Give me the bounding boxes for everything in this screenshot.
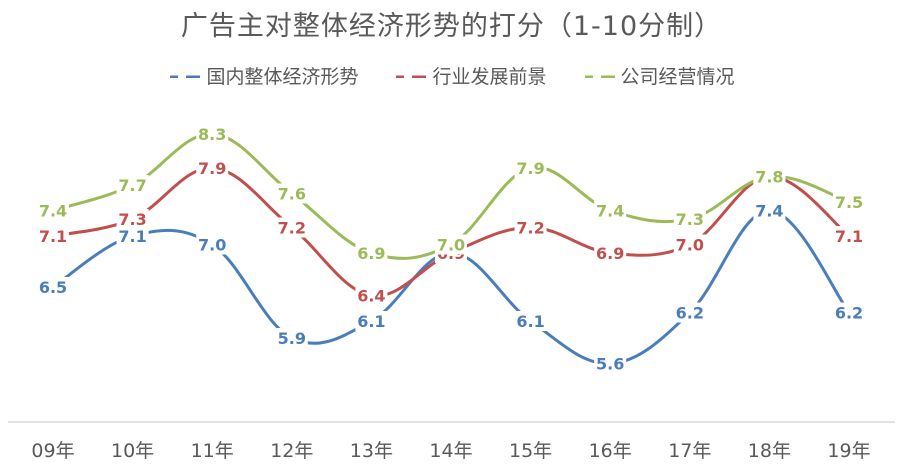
legend: 国内整体经济形势 行业发展前景 公司经营情况 bbox=[0, 62, 903, 89]
data-label: 5.6 bbox=[596, 355, 624, 374]
data-label: 7.2 bbox=[278, 219, 306, 238]
data-label-background bbox=[514, 311, 547, 331]
legend-swatch-red-icon bbox=[396, 75, 427, 78]
x-axis-tick-label: 19年 bbox=[827, 440, 870, 462]
x-axis-tick-label: 17年 bbox=[668, 440, 711, 462]
legend-item-industry-outlook: 行业发展前景 bbox=[394, 62, 547, 89]
legend-item-company-operations: 公司经营情况 bbox=[583, 62, 735, 89]
data-label-background bbox=[275, 217, 308, 238]
legend-swatch-blue-icon bbox=[170, 75, 201, 78]
x-axis-tick-label: 13年 bbox=[350, 440, 393, 462]
data-label: 6.1 bbox=[516, 312, 544, 331]
x-axis-tick-label: 18年 bbox=[748, 440, 791, 462]
legend-label: 行业发展前景 bbox=[432, 66, 547, 88]
data-label-background bbox=[673, 209, 706, 229]
data-label: 7.7 bbox=[118, 176, 146, 195]
data-label: 5.9 bbox=[278, 329, 306, 348]
data-label-background bbox=[116, 226, 149, 246]
data-label: 7.9 bbox=[516, 159, 544, 178]
data-label: 7.5 bbox=[835, 193, 863, 212]
data-label-background bbox=[116, 209, 149, 229]
data-label-background bbox=[275, 183, 308, 204]
data-label-background bbox=[753, 166, 786, 187]
data-label: 7.9 bbox=[198, 159, 226, 178]
data-label: 7.3 bbox=[118, 210, 146, 229]
data-label: 7.1 bbox=[118, 227, 146, 246]
data-label-background bbox=[37, 277, 69, 297]
data-label-background bbox=[594, 353, 627, 374]
x-axis-tick-label: 10年 bbox=[111, 440, 154, 462]
data-label-background bbox=[753, 200, 786, 221]
x-axis-tick-label: 15年 bbox=[509, 440, 552, 462]
legend-label: 公司经营情况 bbox=[620, 66, 735, 88]
legend-item-domestic-economy: 国内整体经济形势 bbox=[168, 62, 358, 89]
x-axis-tick-label: 12年 bbox=[270, 440, 313, 462]
data-label: 7.1 bbox=[835, 227, 863, 246]
data-label-background bbox=[355, 243, 388, 263]
data-label-background bbox=[355, 311, 388, 331]
data-label-background bbox=[355, 285, 388, 306]
chart-title: 广告主对整体经济形势的打分（1-10分制） bbox=[180, 11, 723, 42]
data-label: 6.2 bbox=[676, 304, 704, 323]
data-label: 6.2 bbox=[835, 304, 863, 323]
data-label-background bbox=[594, 200, 627, 221]
data-label: 7.1 bbox=[39, 227, 67, 246]
data-label: 7.8 bbox=[755, 168, 783, 187]
data-label-background bbox=[833, 302, 865, 323]
legend-swatch-green-icon bbox=[584, 75, 615, 78]
data-label: 6.5 bbox=[39, 278, 67, 297]
data-label: 6.4 bbox=[357, 287, 385, 306]
data-label-background bbox=[196, 124, 229, 144]
x-axis-tick-label: 11年 bbox=[191, 440, 234, 462]
data-label-background bbox=[833, 226, 865, 246]
data-label: 8.3 bbox=[198, 125, 226, 144]
data-label: 7.4 bbox=[596, 202, 624, 221]
x-axis-tick-label: 16年 bbox=[589, 440, 632, 462]
data-label-background bbox=[514, 217, 547, 238]
data-label-background bbox=[673, 302, 706, 323]
data-label: 6.9 bbox=[596, 244, 624, 263]
data-label: 7.0 bbox=[198, 236, 226, 255]
data-label-background bbox=[514, 158, 547, 178]
data-label-background bbox=[673, 234, 706, 255]
data-label: 7.2 bbox=[516, 219, 544, 238]
data-label-background bbox=[275, 328, 308, 348]
data-label: 7.6 bbox=[278, 185, 306, 204]
legend-label: 国内整体经济形势 bbox=[206, 66, 359, 88]
data-labels-layer: 6.57.1 7.05.96.1 6.15.66.27.46.27.17.37.97… bbox=[37, 124, 865, 374]
data-label: 7.0 bbox=[676, 236, 704, 255]
data-label-background bbox=[37, 226, 69, 246]
x-axis-labels: 09年 10年 11年 12年 13年 14年 15年 16年 17年 18年 19年 bbox=[31, 440, 870, 462]
data-label-background bbox=[594, 243, 627, 263]
data-label-background bbox=[435, 234, 467, 255]
data-label: 6.9 bbox=[357, 244, 385, 263]
series-domestic-economy-line bbox=[51, 208, 851, 366]
data-label-background bbox=[37, 200, 69, 221]
data-label-background bbox=[196, 158, 229, 178]
data-label: 7.0 bbox=[437, 236, 465, 255]
data-label-background bbox=[196, 234, 229, 255]
data-label: 7.4 bbox=[755, 202, 783, 221]
x-axis-tick-label: 09年 bbox=[31, 440, 74, 462]
data-label: 7.3 bbox=[676, 210, 704, 229]
data-label-background bbox=[116, 175, 149, 195]
data-label: 7.4 bbox=[39, 202, 67, 221]
x-axis-tick-label: 14年 bbox=[429, 440, 472, 462]
data-label-background bbox=[833, 192, 865, 212]
data-label: 6.1 bbox=[357, 312, 385, 331]
